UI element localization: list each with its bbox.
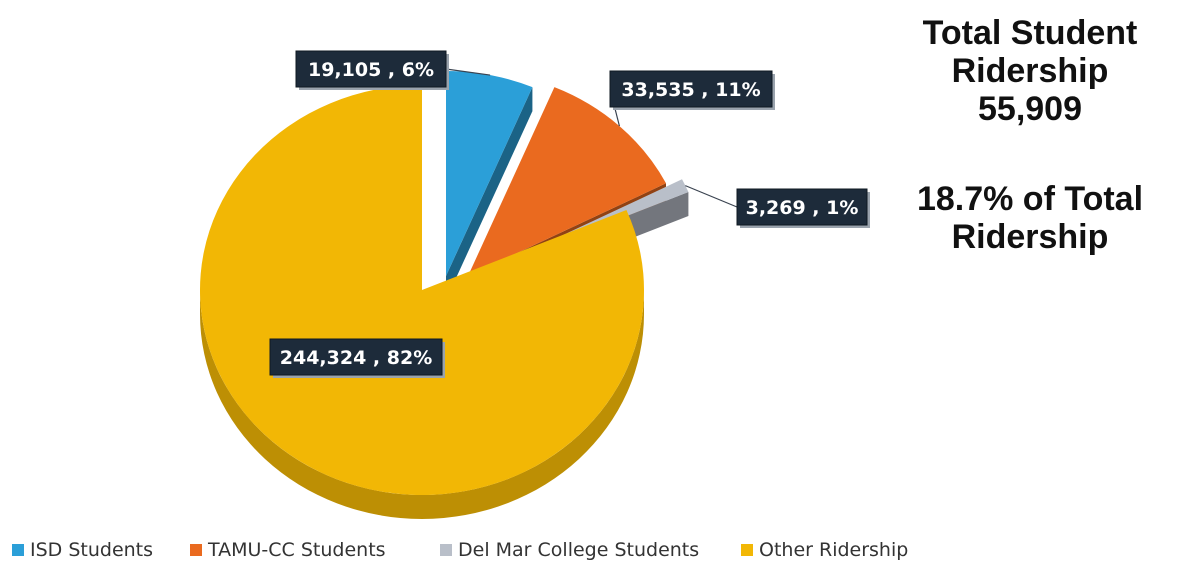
summary-title-line-2: Ridership — [951, 52, 1109, 90]
summary-share-line-1: 18.7% of Total — [916, 180, 1144, 218]
data-label-box-tamu-cc-students — [609, 70, 773, 108]
legend-swatch-tamu-cc-students — [190, 544, 202, 556]
data-label-box-del-mar-college-students — [736, 188, 868, 226]
share-of-total-ridership: 18.7% of Total Ridership — [880, 180, 1180, 256]
data-label-del-mar-college-students: 3,269 , 1% — [746, 197, 859, 219]
legend-swatch-isd-students — [12, 544, 24, 556]
total-student-ridership: Total Student Ridership 55,909 — [880, 14, 1180, 128]
legend: ISD Students TAMU-CC Students Del Mar Coll… — [12, 539, 908, 561]
legend-label-tamu-cc-students: TAMU-CC Students — [207, 539, 386, 561]
data-label-box-isd-students — [295, 50, 447, 88]
legend-swatch-del-mar-college-students — [440, 544, 452, 556]
data-label-other-ridership: 244,324 , 82% — [280, 347, 432, 369]
legend-label-isd-students: ISD Students — [30, 539, 153, 561]
leader-line-isd-students — [445, 68, 491, 76]
summary-title-line-3: 55,909 — [978, 90, 1082, 128]
pie-slice-other-ridership — [199, 85, 644, 496]
summary-share-line-2: Ridership — [951, 218, 1109, 256]
pie-slice-tamu-cc-students — [468, 87, 667, 276]
data-label-box-other-ridership — [269, 338, 443, 376]
data-labels: 19,105 , 6% 33,535 , 11% 3,269 , 1% 244,324… — [269, 50, 870, 378]
legend-swatch-other-ridership — [741, 544, 753, 556]
legend-label-other-ridership: Other Ridership — [759, 539, 908, 561]
summary-title-line-1: Total Student — [922, 14, 1138, 52]
pie-tops — [199, 71, 689, 496]
legend-label-del-mar-college-students: Del Mar College Students — [458, 539, 699, 561]
data-label-isd-students: 19,105 , 6% — [308, 59, 434, 81]
leader-line-del-mar-college-students — [685, 185, 738, 208]
pie-wall-isd-students — [446, 87, 533, 300]
pie-slice-isd-students — [446, 71, 533, 276]
data-label-tamu-cc-students: 33,535 , 11% — [621, 79, 760, 101]
